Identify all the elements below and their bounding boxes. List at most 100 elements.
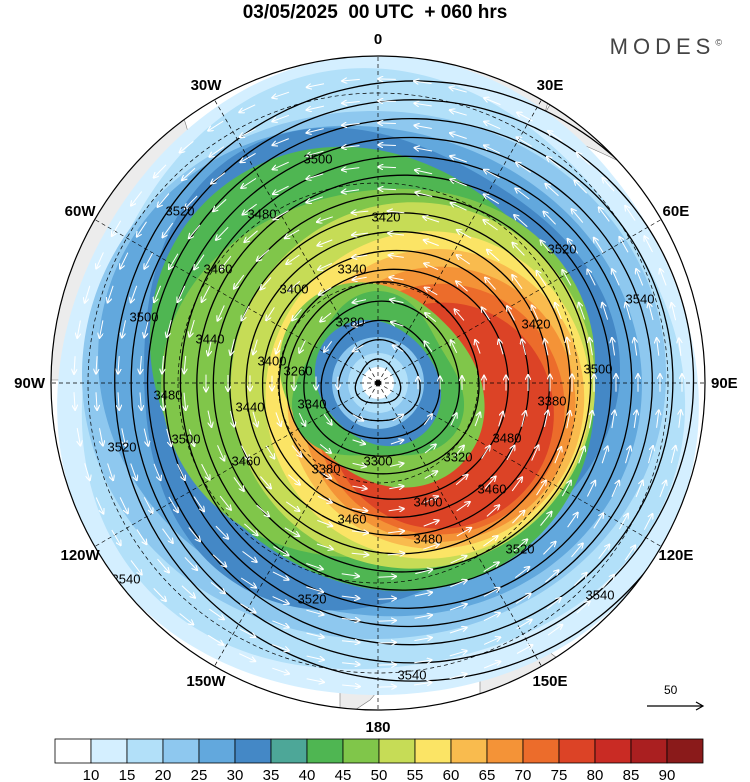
wind-vector: [208, 338, 212, 355]
wind-vector: [119, 497, 128, 513]
wind-vector: [484, 170, 500, 179]
wind-vector: [352, 255, 368, 257]
wind-vector: [540, 512, 552, 526]
wind-vector: [188, 429, 194, 446]
meridian-line: [94, 382, 379, 547]
wind-vector: [598, 545, 610, 560]
wind-vector: [414, 660, 431, 663]
colorbar-swatch: [54, 738, 92, 764]
wind-vector: [272, 596, 289, 604]
wind-vector: [378, 101, 396, 102]
wind-vector: [378, 576, 397, 577]
wind-vector: [257, 249, 270, 261]
wind-vector: [275, 412, 281, 426]
contour-label: 3400: [280, 281, 309, 296]
wind-vector: [353, 321, 366, 326]
wind-vector: [118, 392, 119, 410]
wind-vector: [230, 339, 235, 355]
wind-vector: [242, 550, 257, 562]
meridian-line: [377, 382, 542, 667]
wind-vector: [272, 571, 289, 580]
wind-vector: [306, 632, 324, 637]
height-contour: [146, 117, 674, 646]
wind-vector: [298, 412, 305, 426]
contour-label: 3300: [364, 453, 393, 468]
contour-label: 3400: [414, 494, 443, 509]
colorbar-tick: 65: [479, 767, 496, 782]
wind-vector: [306, 609, 323, 615]
wind-vector: [379, 189, 397, 190]
wind-vector: [233, 477, 244, 491]
wind-vector: [317, 239, 333, 246]
wind-vector: [189, 319, 195, 337]
wind-vector: [636, 269, 644, 286]
wind-vector: [209, 608, 224, 619]
longitude-label: 180: [365, 719, 390, 735]
wind-vector: [299, 340, 306, 353]
wind-vector: [240, 128, 256, 137]
wind-vector: [241, 177, 257, 188]
wind-vector: [483, 220, 498, 231]
wind-vector: [112, 220, 122, 236]
brand-name: MODES: [609, 34, 716, 59]
meridian-line: [214, 382, 379, 667]
wind-vector: [353, 344, 364, 351]
wind-vector: [516, 620, 532, 630]
wind-vector: [424, 444, 436, 454]
wind-vector: [243, 203, 257, 215]
wind-vector: [415, 170, 433, 175]
wind-vector: [352, 414, 364, 421]
wind-vector: [240, 603, 255, 613]
wind-vector: [167, 319, 172, 337]
contour-label: 3460: [478, 481, 507, 496]
longitude-label: 60E: [663, 203, 690, 220]
contour-label: 3520: [108, 439, 137, 454]
wind-vector: [184, 556, 197, 570]
wind-vector: [240, 152, 256, 162]
contour-label: 3500: [584, 361, 613, 376]
wind-vector: [415, 570, 432, 575]
wind-vector: [177, 463, 185, 480]
wind-vector: [157, 558, 170, 572]
colorbar-swatch: [378, 738, 416, 764]
wind-vector: [273, 546, 288, 556]
meridian-line: [377, 99, 542, 384]
colorbar-swatch: [522, 738, 560, 764]
wind-vector: [578, 447, 585, 464]
brand-mark: ©: [715, 37, 722, 48]
wind-vector: [424, 341, 433, 353]
contour-label: 3460: [338, 511, 367, 526]
wind-vector: [353, 300, 367, 303]
wind-vector: [451, 203, 467, 211]
wind-vector: [393, 345, 404, 352]
wind-vector: [567, 338, 570, 355]
colorbar-tick: 30: [227, 767, 244, 782]
wind-vector: [451, 340, 458, 354]
wind-vector: [378, 79, 396, 80]
wind-vector: [306, 173, 324, 179]
wind-vector: [545, 184, 559, 197]
wind-vector: [194, 254, 205, 270]
colorbar-swatch: [126, 738, 164, 764]
wind-vector: [612, 411, 615, 429]
wind-vector: [352, 463, 366, 466]
wind-vector: [593, 513, 603, 529]
wind-vector: [136, 529, 147, 544]
wind-vector: [532, 305, 539, 321]
wind-vector: [218, 305, 225, 320]
brand-logo: MODES©: [610, 34, 722, 60]
wind-vector: [96, 356, 97, 374]
map-border: [50, 55, 706, 711]
wind-vector: [342, 685, 360, 687]
contour-label: 3460: [204, 261, 233, 276]
wind-vector: [548, 131, 563, 142]
wind-vector: [276, 339, 282, 354]
wind-vector: [514, 215, 528, 228]
wind-vector: [574, 181, 588, 194]
wind-vector: [306, 196, 323, 203]
wind-vector: [450, 133, 467, 139]
colorbar-tick: 50: [371, 767, 388, 782]
wind-vector: [162, 392, 164, 411]
wind-vector: [515, 188, 530, 200]
wind-vector: [307, 83, 325, 88]
